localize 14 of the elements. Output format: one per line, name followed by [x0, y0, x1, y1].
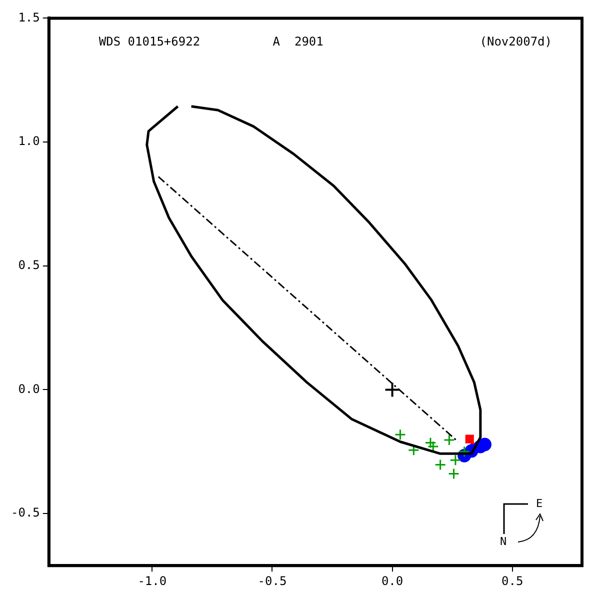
x-tick-label: -1.0 [138, 574, 167, 588]
y-tick-label: -0.5 [10, 506, 40, 520]
x-tick-label: 0.5 [502, 574, 524, 588]
y-tick-label: 1.5 [18, 10, 40, 24]
text: A 2901 [272, 34, 324, 48]
annotation: (Nov2007d) [480, 34, 552, 48]
x-tick-label: -0.5 [258, 574, 287, 588]
annotation: N [500, 535, 507, 548]
y-tick-label: 0.5 [18, 258, 40, 272]
y-tick-label: 0.0 [18, 382, 40, 396]
y-tick-label: 1.0 [18, 134, 40, 148]
annotation: E [536, 497, 543, 510]
x-tick-label: 0.0 [381, 574, 404, 588]
text: WDS 01015+6922 [98, 34, 200, 48]
